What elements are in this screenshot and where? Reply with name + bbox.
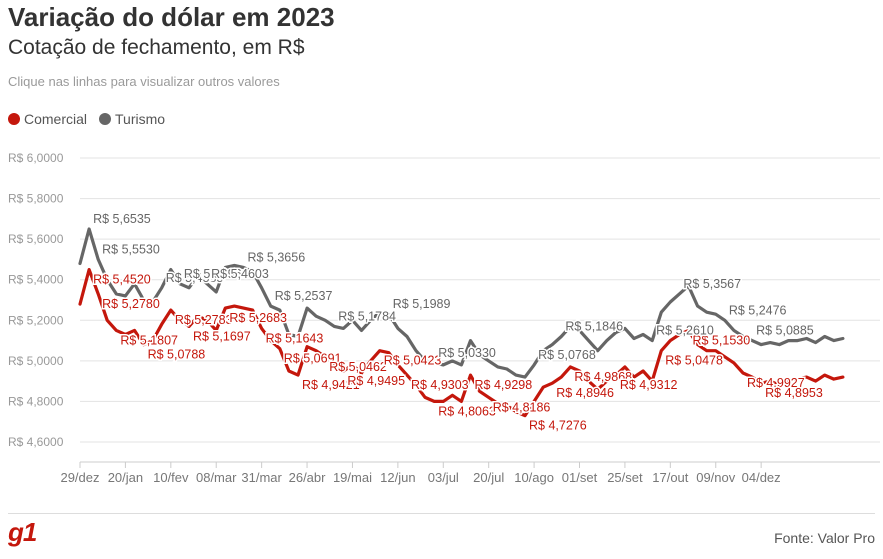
legend-dot-turismo bbox=[99, 113, 112, 125]
chart-subtitle: Cotação de fechamento, em R$ bbox=[8, 36, 305, 59]
data-label-comercial: R$ 4,8946 bbox=[556, 386, 614, 400]
data-label-turismo: R$ 5,4603 bbox=[211, 267, 269, 281]
data-label-comercial: R$ 5,1697 bbox=[193, 329, 251, 343]
chart-title: Variação do dólar em 2023 bbox=[8, 2, 335, 32]
data-label-comercial: R$ 5,2780 bbox=[102, 297, 160, 311]
data-label-turismo: R$ 5,6535 bbox=[93, 212, 151, 226]
data-label-comercial: R$ 4,9303 bbox=[411, 378, 469, 392]
x-tick-label: 09/nov bbox=[696, 470, 736, 485]
data-label-turismo: R$ 5,1989 bbox=[393, 297, 451, 311]
x-tick-label: 29/dez bbox=[60, 470, 99, 485]
y-tick-label: R$ 4,6000 bbox=[8, 435, 64, 449]
data-label-comercial: R$ 4,9421 bbox=[302, 378, 360, 392]
data-label-comercial: R$ 5,0691 bbox=[284, 352, 342, 366]
x-tick-label: 26/abr bbox=[289, 470, 327, 485]
data-label-comercial: R$ 5,0423 bbox=[384, 354, 442, 368]
data-label-comercial: R$ 4,8063 bbox=[438, 404, 496, 418]
x-tick-label: 17/out bbox=[652, 470, 689, 485]
data-label-turismo: R$ 5,3656 bbox=[247, 251, 305, 265]
data-label-turismo: R$ 5,0330 bbox=[438, 346, 496, 360]
y-tick-label: R$ 5,6000 bbox=[8, 232, 64, 246]
x-tick-label: 25/set bbox=[607, 470, 643, 485]
y-tick-label: R$ 5,2000 bbox=[8, 313, 64, 327]
x-tick-label: 20/jul bbox=[473, 470, 504, 485]
data-label-turismo: R$ 5,4585 bbox=[166, 271, 224, 285]
x-tick-label: 08/mar bbox=[196, 470, 237, 485]
data-label-turismo: R$ 5,1784 bbox=[338, 309, 396, 323]
data-label-turismo: R$ 5,3567 bbox=[683, 277, 741, 291]
data-label-turismo: R$ 5,2610 bbox=[656, 324, 714, 338]
y-tick-label: R$ 4,8000 bbox=[8, 394, 64, 408]
data-label-comercial: R$ 4,8953 bbox=[765, 386, 823, 400]
data-label-comercial: R$ 4,9495 bbox=[347, 374, 405, 388]
data-label-turismo: R$ 5,1846 bbox=[565, 320, 623, 334]
source-credit: Fonte: Valor Pro bbox=[774, 530, 875, 546]
x-tick-label: 10/ago bbox=[514, 470, 554, 485]
data-label-turismo: R$ 5,5530 bbox=[102, 242, 160, 256]
data-label-comercial: R$ 5,2783 bbox=[175, 313, 233, 327]
data-label-comercial: R$ 5,2683 bbox=[229, 311, 287, 325]
data-label-turismo: R$ 5,0885 bbox=[756, 324, 814, 338]
legend-label-comercial: Comercial bbox=[24, 111, 88, 127]
legend-label-turismo: Turismo bbox=[115, 111, 166, 127]
footer-divider bbox=[8, 513, 875, 514]
y-tick-label: R$ 5,0000 bbox=[8, 354, 64, 368]
y-tick-label: R$ 6,0000 bbox=[8, 151, 64, 165]
x-tick-label: 04/dez bbox=[742, 470, 781, 485]
data-label-comercial: R$ 5,0462 bbox=[329, 360, 387, 374]
data-label-comercial: R$ 4,9868 bbox=[574, 370, 632, 384]
data-label-comercial: R$ 4,7276 bbox=[529, 419, 587, 433]
data-label-turismo: R$ 5,2537 bbox=[275, 289, 333, 303]
x-tick-label: 31/mar bbox=[241, 470, 282, 485]
series-line-turismo[interactable] bbox=[78, 227, 845, 379]
data-label-comercial: R$ 4,9312 bbox=[620, 378, 678, 392]
y-tick-label: R$ 5,4000 bbox=[8, 273, 64, 287]
data-label-turismo: R$ 5,3696 bbox=[184, 267, 242, 281]
data-label-comercial: R$ 5,0788 bbox=[148, 348, 206, 362]
series-line-comercial[interactable] bbox=[78, 268, 845, 418]
data-label-turismo: R$ 5,0768 bbox=[538, 348, 596, 362]
data-label-comercial: R$ 4,9298 bbox=[475, 378, 533, 392]
g1-logo: g1 bbox=[8, 517, 37, 547]
x-tick-label: 10/fev bbox=[153, 470, 189, 485]
x-tick-label: 03/jul bbox=[428, 470, 459, 485]
data-label-comercial: R$ 5,1643 bbox=[266, 331, 324, 345]
y-tick-label: R$ 5,8000 bbox=[8, 192, 64, 206]
legend-dot-comercial bbox=[8, 113, 20, 125]
x-tick-label: 12/jun bbox=[380, 470, 415, 485]
data-label-turismo: R$ 5,2476 bbox=[729, 303, 787, 317]
data-label-comercial: R$ 5,4520 bbox=[93, 273, 151, 287]
data-label-comercial: R$ 5,1807 bbox=[120, 333, 178, 347]
data-label-comercial: R$ 4,8186 bbox=[493, 400, 551, 414]
legend-item-turismo[interactable]: Turismo bbox=[99, 111, 165, 127]
legend-item-comercial[interactable]: Comercial bbox=[8, 111, 87, 127]
x-tick-label: 19/mai bbox=[333, 470, 372, 485]
x-tick-label: 01/set bbox=[562, 470, 598, 485]
x-tick-label: 20/jan bbox=[108, 470, 143, 485]
data-label-comercial: R$ 4,9927 bbox=[747, 376, 805, 390]
data-label-comercial: R$ 5,0478 bbox=[665, 354, 723, 368]
instruction-note: Clique nas linhas para visualizar outros… bbox=[8, 74, 280, 89]
chart-legend: Comercial Turismo bbox=[8, 111, 165, 127]
data-label-comercial: R$ 5,1530 bbox=[692, 333, 750, 347]
